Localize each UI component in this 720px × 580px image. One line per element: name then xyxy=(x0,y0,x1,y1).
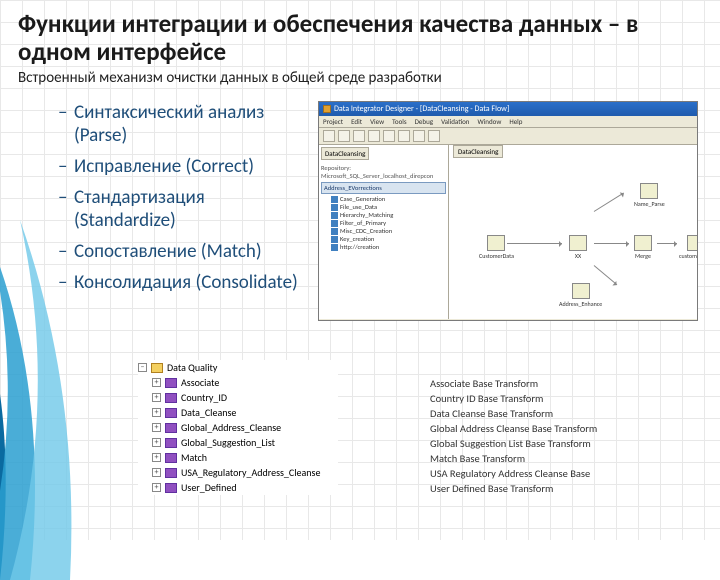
transform-icon xyxy=(165,393,177,403)
app-screenshot: Data Integrator Designer - [DataCleansin… xyxy=(318,101,698,321)
menu-item[interactable]: Tools xyxy=(392,117,407,126)
toolbar-button[interactable] xyxy=(398,130,410,142)
bullet-item: Исправление (Correct) xyxy=(58,155,308,178)
toolbar-button[interactable] xyxy=(323,130,335,142)
transform-icon xyxy=(165,468,177,478)
transform-icon xyxy=(165,423,177,433)
expand-icon[interactable]: + xyxy=(152,408,161,417)
menu-item[interactable]: Window xyxy=(477,117,501,126)
flow-node[interactable]: Name_Parse xyxy=(634,183,665,208)
transform-icon xyxy=(165,378,177,388)
tree-child[interactable]: +Global_Address_Cleanse xyxy=(138,420,338,435)
toolbar-button[interactable] xyxy=(428,130,440,142)
transform-icon xyxy=(165,483,177,493)
expand-icon[interactable]: + xyxy=(152,483,161,492)
tree-item[interactable]: Key_creation xyxy=(321,235,446,243)
toolbar-button[interactable] xyxy=(383,130,395,142)
tree-child[interactable]: +Country_ID xyxy=(138,390,338,405)
description-list: Associate Base TransformCountry ID Base … xyxy=(430,375,597,497)
description-item: USA Regulatory Address Cleanse Base xyxy=(430,466,597,481)
repository-panel[interactable]: DataCleansing Repository: Microsoft_SQL_… xyxy=(319,145,449,319)
menu-bar[interactable]: Project Edit View Tools Debug Validation Windo… xyxy=(319,116,697,128)
repo-label: Repository: Microsoft_SQL_Server_localho… xyxy=(321,164,446,180)
expand-icon[interactable]: + xyxy=(152,423,161,432)
bullet-list: Синтаксический анализ (Parse) Исправление… xyxy=(18,101,308,321)
tree-child[interactable]: +Match xyxy=(138,450,338,465)
description-item: User Defined Base Transform xyxy=(430,481,597,496)
tree-child[interactable]: +Global_Suggestion_List xyxy=(138,435,338,450)
dataflow-canvas[interactable]: DataCleansing Name_Parse CustomerData XX Me… xyxy=(449,145,697,319)
tree-item[interactable]: Hierarchy_Matching xyxy=(321,211,446,219)
description-item: Global Address Cleanse Base Transform xyxy=(430,421,597,436)
expand-icon[interactable]: + xyxy=(152,378,161,387)
tree-child[interactable]: +Associate xyxy=(138,375,338,390)
data-quality-tree[interactable]: – Data Quality +Associate+Country_ID+Dat… xyxy=(138,360,338,495)
tree-header[interactable]: Address_EVorrections xyxy=(321,182,446,194)
menu-item[interactable]: Help xyxy=(509,117,522,126)
folder-icon xyxy=(151,363,163,373)
tree-child[interactable]: +User_Defined xyxy=(138,480,338,495)
flow-arrow xyxy=(657,243,677,244)
toolbar-button[interactable] xyxy=(368,130,380,142)
tree-child[interactable]: +Data_Cleanse xyxy=(138,405,338,420)
bullet-item: Стандартизация (Standardize) xyxy=(58,186,308,232)
toolbar-button[interactable] xyxy=(338,130,350,142)
flow-arrow xyxy=(594,243,629,244)
app-icon xyxy=(323,105,331,113)
tree-tab[interactable]: DataCleansing xyxy=(321,147,369,160)
toolbar[interactable] xyxy=(319,128,697,145)
collapse-icon[interactable]: – xyxy=(138,363,147,372)
bullet-item: Синтаксический анализ (Parse) xyxy=(58,101,308,147)
bullet-item: Консолидация (Consolidate) xyxy=(58,271,308,294)
tree-item[interactable]: Filter_of_Primary xyxy=(321,219,446,227)
expand-icon[interactable]: + xyxy=(152,393,161,402)
menu-item[interactable]: Project xyxy=(323,117,343,126)
tree-item[interactable]: http://creation xyxy=(321,243,446,251)
transform-icon xyxy=(165,438,177,448)
tree-child[interactable]: +USA_Regulatory_Address_Cleanse xyxy=(138,465,338,480)
flow-node[interactable]: customer_out xyxy=(679,235,697,260)
flow-arrow xyxy=(594,193,624,212)
bullet-item: Сопоставление (Match) xyxy=(58,240,308,263)
description-item: Match Base Transform xyxy=(430,451,597,466)
window-titlebar: Data Integrator Designer - [DataCleansin… xyxy=(319,102,697,116)
tree-root[interactable]: – Data Quality xyxy=(138,360,338,375)
flow-node[interactable]: XX xyxy=(569,235,587,260)
description-item: Data Cleanse Base Transform xyxy=(430,406,597,421)
tree-item[interactable]: Misc_CDC_Creation xyxy=(321,227,446,235)
description-item: Country ID Base Transform xyxy=(430,391,597,406)
tree-root-label: Data Quality xyxy=(167,361,217,374)
flow-arrow xyxy=(507,243,562,244)
tree-item[interactable]: Case_Generation xyxy=(321,195,446,203)
description-item: Global Suggestion List Base Transform xyxy=(430,436,597,451)
menu-item[interactable]: View xyxy=(370,117,384,126)
menu-item[interactable]: Validation xyxy=(441,117,469,126)
toolbar-button[interactable] xyxy=(353,130,365,142)
expand-icon[interactable]: + xyxy=(152,438,161,447)
tree-item[interactable]: File_use_Data xyxy=(321,203,446,211)
canvas-tab[interactable]: DataCleansing xyxy=(453,145,503,158)
slide-title: Функции интеграции и обеспечения качеств… xyxy=(18,10,702,65)
expand-icon[interactable]: + xyxy=(152,468,161,477)
flow-node[interactable]: Merge xyxy=(634,235,652,260)
menu-item[interactable]: Debug xyxy=(415,117,433,126)
expand-icon[interactable]: + xyxy=(152,453,161,462)
toolbar-button[interactable] xyxy=(413,130,425,142)
transform-icon xyxy=(165,408,177,418)
window-title-text: Data Integrator Designer - [DataCleansin… xyxy=(334,104,509,114)
menu-item[interactable]: Edit xyxy=(351,117,362,126)
flow-node[interactable]: CustomerData xyxy=(479,235,514,260)
slide-subtitle: Встроенный механизм очистки данных в общ… xyxy=(18,69,702,87)
transform-icon xyxy=(165,453,177,463)
description-item: Associate Base Transform xyxy=(430,376,597,391)
flow-node[interactable]: Address_Enhance xyxy=(559,283,602,308)
